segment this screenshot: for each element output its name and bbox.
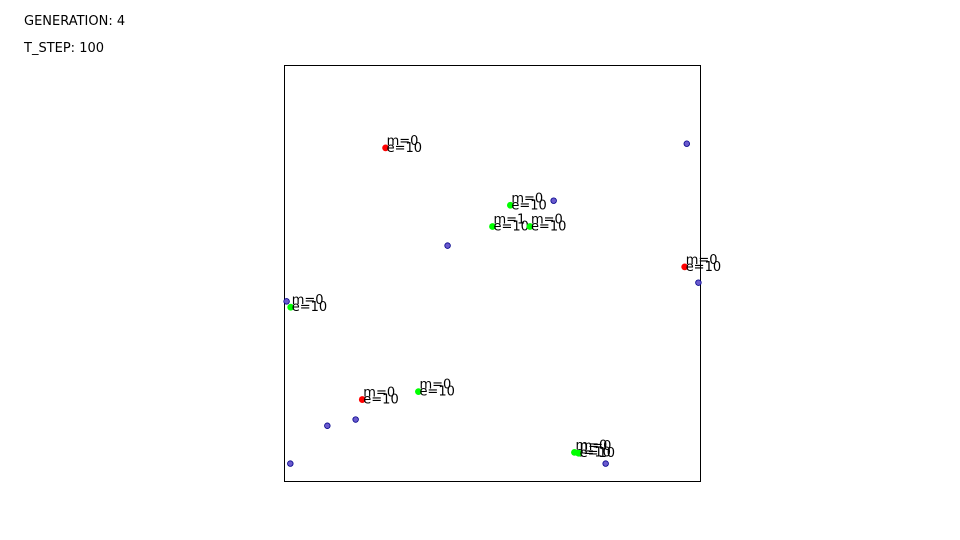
- food-pellet: [695, 279, 702, 286]
- agent-e-label: e=10: [531, 219, 566, 234]
- green-agent-point: [415, 388, 422, 396]
- green-agent-point: [489, 223, 496, 230]
- agent-m-label: m=0: [292, 293, 324, 308]
- food-pellet: [683, 140, 690, 147]
- red-agent-point: [358, 396, 366, 403]
- plot-frame: [284, 65, 701, 482]
- agent-e-label: e=10: [292, 300, 327, 315]
- food-pellet: [444, 242, 451, 249]
- red-agent-point: [681, 263, 689, 271]
- agent-e-label: e=10: [511, 198, 546, 213]
- agent-m-label: m=0: [363, 386, 395, 401]
- food-pellet: [550, 197, 557, 204]
- food-pellet: [287, 460, 294, 467]
- agent-e-label: e=10: [686, 260, 721, 275]
- agent-e-label: e=10: [575, 445, 610, 460]
- agent-m-label: m=0: [387, 134, 419, 149]
- green-agent-point: [506, 201, 514, 209]
- food-pellet: [602, 460, 609, 467]
- agent-m-label: m=0: [575, 438, 607, 453]
- red-agent-point: [382, 144, 389, 152]
- agent-m-label: m=0: [580, 439, 612, 454]
- green-agent-point: [526, 223, 534, 230]
- agent-m-label: m=0: [686, 253, 718, 268]
- agent-e-label: e=10: [363, 393, 398, 408]
- agent-e-label: e=10: [580, 446, 615, 461]
- agent-e-label: e=10: [387, 141, 422, 156]
- agent-e-label: e=10: [419, 385, 454, 400]
- food-pellet: [324, 422, 331, 429]
- food-pellet: [352, 416, 359, 423]
- green-agent-point: [575, 449, 583, 457]
- agent-m-label: m=1: [494, 212, 526, 227]
- time-step-counter: T_STEP: 100: [24, 41, 105, 56]
- agent-m-label: m=0: [511, 191, 543, 206]
- plot-marks: m=0e=10m=1e=10 m=0e=10m=0e=10m=0e=10m=0e=…: [283, 134, 721, 467]
- agent-m-label: m=0: [419, 378, 451, 393]
- agent-e-label: e=10: [494, 219, 529, 234]
- food-pellet: [283, 298, 290, 305]
- green-agent-point: [287, 303, 295, 311]
- generation-counter: GENERATION: 4: [24, 14, 126, 29]
- agent-m-label: m=0: [531, 212, 563, 227]
